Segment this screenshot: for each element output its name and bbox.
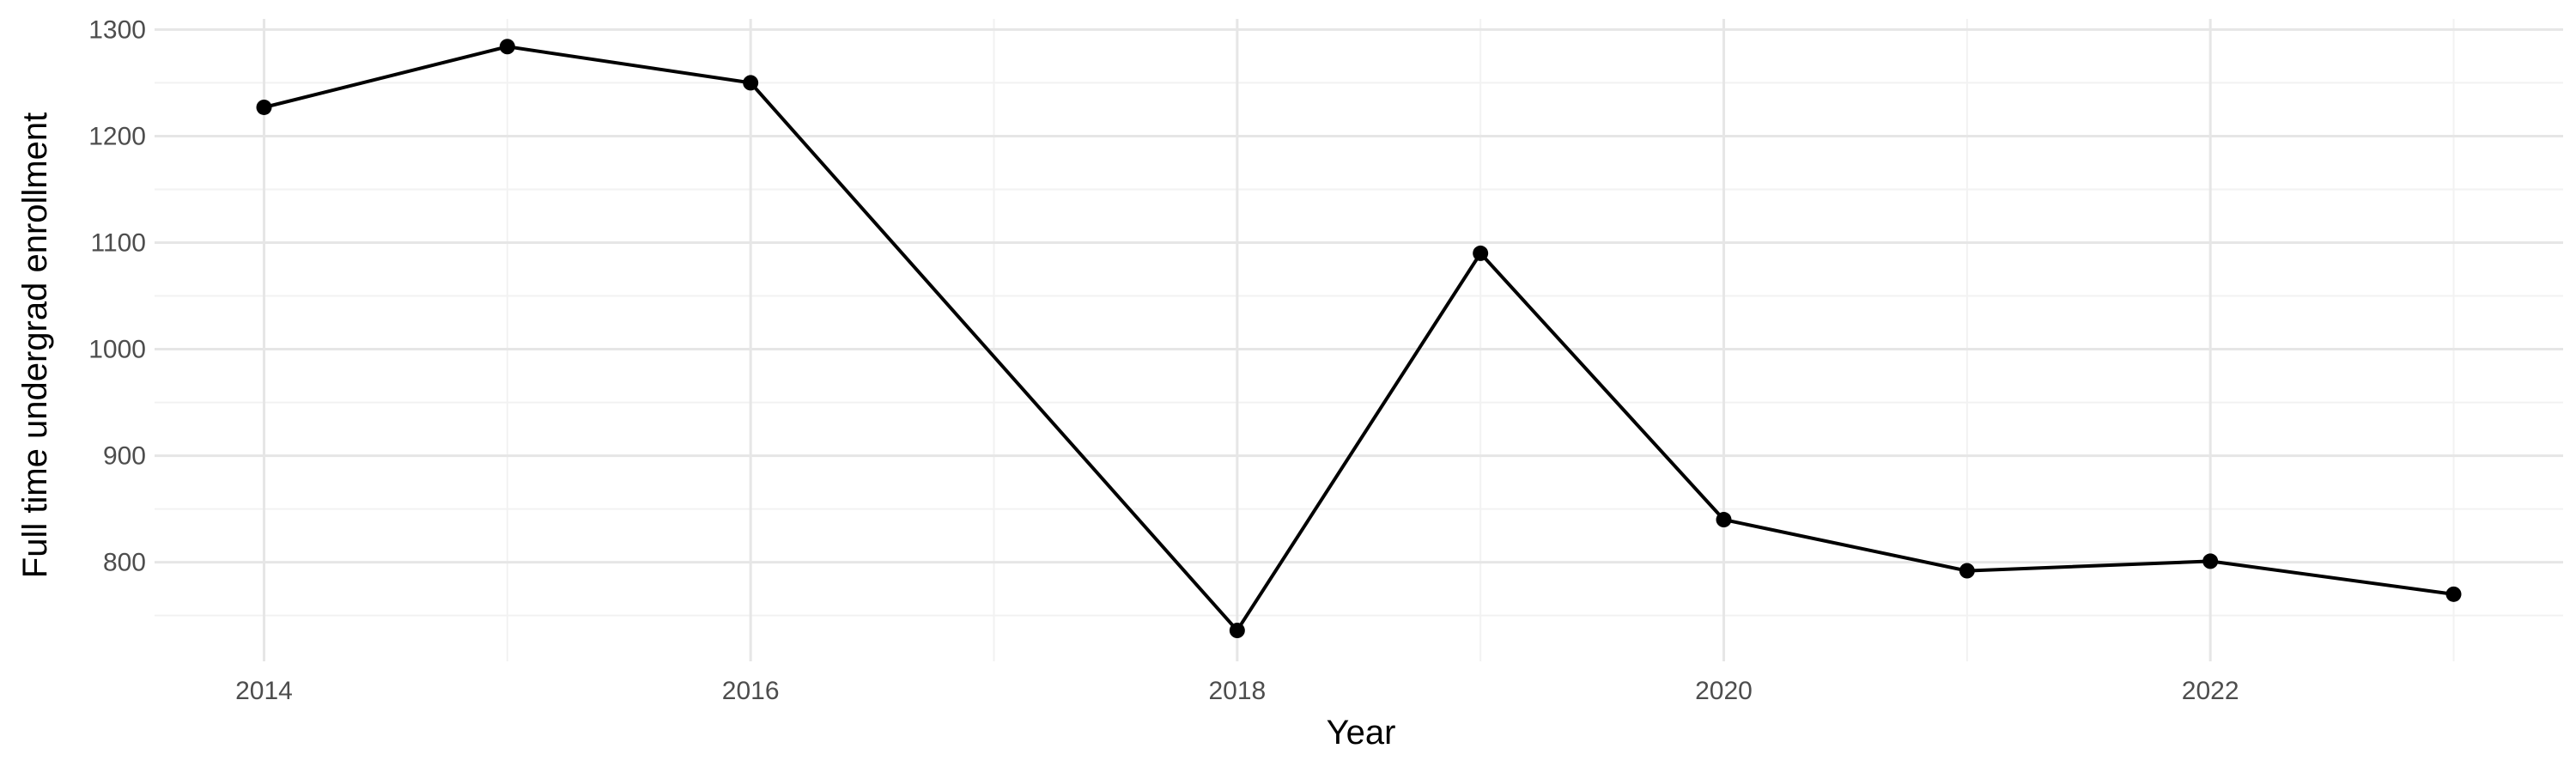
y-tick-label: 800 [103,549,146,577]
x-axis-ticks: 2014 2016 2018 2020 2022 [235,677,2239,705]
series-layer [256,39,2462,639]
data-point [743,75,759,91]
x-axis-title: Year [1327,714,1396,752]
data-point [2445,586,2462,602]
y-tick-label: 1000 [88,336,146,364]
x-tick-label: 2020 [1695,677,1753,705]
data-point [2202,553,2219,569]
x-tick-label: 2016 [722,677,780,705]
x-tick-label: 2022 [2182,677,2239,705]
data-point [1959,563,1975,579]
gridlines [155,19,2563,661]
series-line [264,45,2454,634]
x-tick-label: 2014 [235,677,293,705]
y-tick-label: 1300 [88,15,146,44]
data-point [499,39,515,55]
y-tick-label: 1200 [88,122,146,150]
y-axis-ticks: 800 900 1000 1100 1200 1300 [88,15,146,576]
data-point [1716,512,1732,528]
y-tick-label: 1100 [90,228,146,257]
data-point [1229,623,1245,639]
data-point [1473,245,1489,261]
data-point [256,99,272,115]
y-tick-label: 900 [103,442,146,471]
y-axis-title: Full time undergrad enrollment [16,113,54,578]
x-tick-label: 2018 [1208,677,1266,705]
